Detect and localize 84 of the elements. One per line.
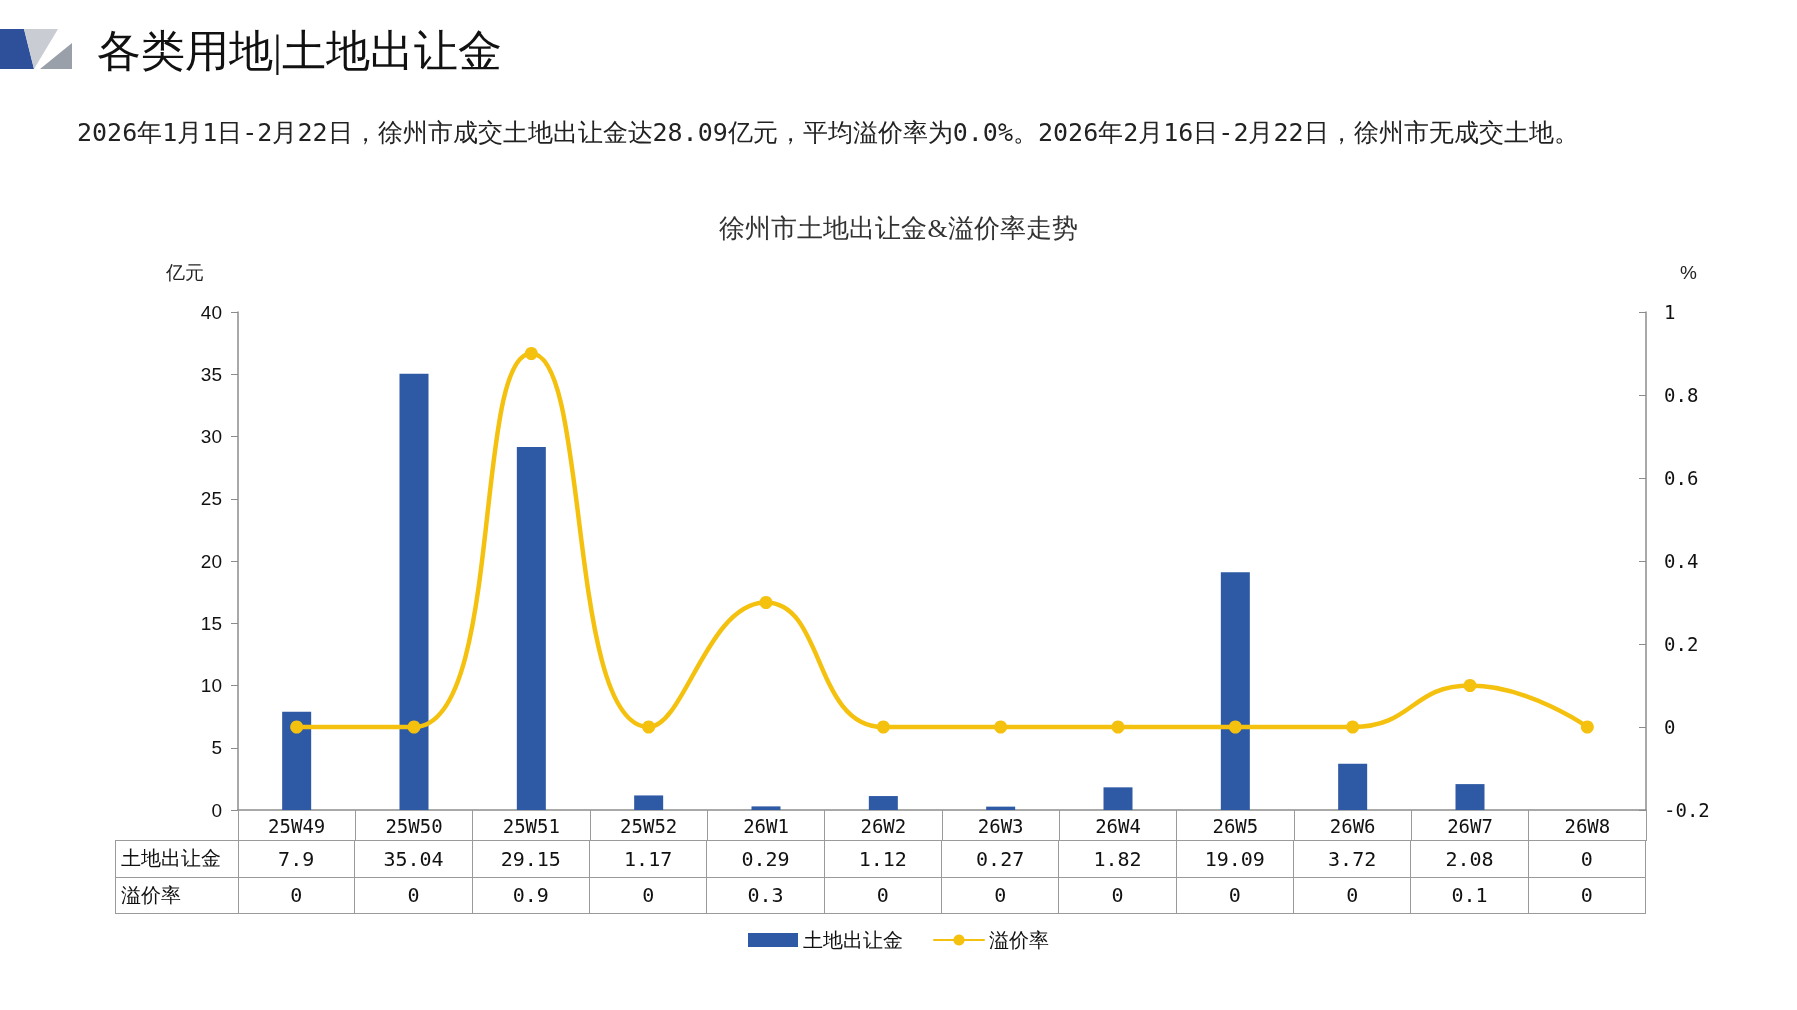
x-tick-label: 26W3 [977, 814, 1024, 837]
y2-tick-label: 0.2 [1664, 633, 1699, 655]
x-tick-label: 26W5 [1212, 814, 1259, 837]
data-label: 19.09 [1176, 841, 1294, 878]
data-label: 1.17 [590, 841, 708, 878]
point [1580, 720, 1594, 734]
bar [1103, 787, 1133, 810]
point [1228, 720, 1242, 734]
data-label: 0 [1528, 841, 1646, 878]
x-tick-label: 26W6 [1329, 814, 1376, 837]
x-tick-label: 26W7 [1447, 814, 1493, 837]
x-tick-label: 26W4 [1095, 814, 1141, 837]
point [524, 347, 538, 360]
data-label: 0 [1528, 877, 1646, 914]
data-label: 35.04 [355, 841, 473, 878]
bar [1220, 572, 1250, 810]
point [1463, 679, 1477, 692]
bar [634, 795, 664, 810]
data-label: 1.82 [1059, 841, 1177, 878]
data-label: 29.15 [472, 841, 590, 878]
y2-tick-label: 0.8 [1664, 384, 1699, 406]
data-label: 0.27 [942, 841, 1060, 878]
data-label: 7.9 [238, 841, 356, 878]
bar [516, 447, 546, 810]
point [876, 720, 890, 734]
data-label: 0 [355, 877, 473, 914]
y-tick-label: 10 [200, 675, 222, 696]
text: 土地出让金 [121, 846, 221, 871]
y-tick-label: 35 [200, 363, 222, 385]
point [642, 720, 656, 734]
y-tick-label: 15 [200, 612, 222, 634]
x-tick-label: 25W49 [268, 814, 326, 837]
data-label: 0 [824, 877, 942, 914]
bar [986, 806, 1016, 810]
point [1111, 720, 1125, 734]
data-label: 2.08 [1411, 841, 1529, 878]
text: 溢价率 [121, 882, 181, 907]
chart-subtitle: 2026年1月1日-2月22日，徐州市成交土地出让金达28.09亿元，平均溢价率为0.0%。2026年2月16日-2月22日，徐州市无成交土地。 [77, 118, 1579, 147]
y2-tick-label: -0.2 [1664, 799, 1710, 821]
data-label: 0 [238, 877, 356, 914]
legend-label: 土地出让金 [803, 929, 903, 951]
x-tick-label: 26W1 [743, 814, 789, 837]
x-tick-label: 26W8 [1564, 814, 1611, 837]
data-label: 1.12 [824, 841, 942, 878]
bar [1455, 784, 1485, 810]
y2-tick-label: 0 [1664, 716, 1676, 738]
chart-title: 各类用地|土地出让金 [97, 26, 502, 76]
data-label: 0.1 [1411, 877, 1529, 914]
y2-tick-label: 0.4 [1664, 550, 1699, 572]
x-tick-label: 26W2 [860, 814, 907, 837]
data-label: 0 [942, 877, 1060, 914]
x-tick-label: 25W52 [620, 814, 678, 837]
x-tick-label: 25W51 [502, 814, 560, 837]
data-label: 0 [590, 877, 708, 914]
point [994, 720, 1008, 734]
data-label: 0.3 [707, 877, 825, 914]
y-tick-label: 40 [200, 301, 222, 323]
bar [751, 806, 781, 810]
text: 徐州市土地出让金&溢价率走势 [719, 213, 1078, 243]
point [407, 720, 421, 734]
y-tick-label: 5 [211, 737, 222, 759]
y-tick-label: 25 [200, 488, 222, 510]
point [759, 596, 773, 609]
point [290, 720, 304, 734]
y2-axis-title: % [1680, 262, 1697, 283]
data-label: 0 [1059, 877, 1177, 914]
data-label: 0.9 [472, 877, 590, 914]
y-tick-label: 20 [200, 550, 222, 572]
data-label: 3.72 [1294, 841, 1412, 878]
data-label: 0 [1294, 877, 1412, 914]
y-tick-label: 30 [200, 426, 222, 447]
y2-tick-label: 0.6 [1664, 467, 1699, 489]
bar [868, 796, 898, 810]
point [1346, 720, 1360, 734]
bar [399, 373, 429, 810]
bar [1338, 763, 1368, 810]
data-label: 0 [1176, 877, 1294, 914]
x-tick-label: 25W50 [385, 814, 443, 837]
legend-label: 溢价率 [989, 929, 1049, 951]
data-label: 0.29 [707, 841, 825, 878]
y-axis-title: 亿元 [165, 262, 204, 283]
y2-tick-label: 1 [1664, 301, 1676, 323]
bar [282, 711, 312, 810]
y-tick-label: 0 [211, 799, 222, 821]
